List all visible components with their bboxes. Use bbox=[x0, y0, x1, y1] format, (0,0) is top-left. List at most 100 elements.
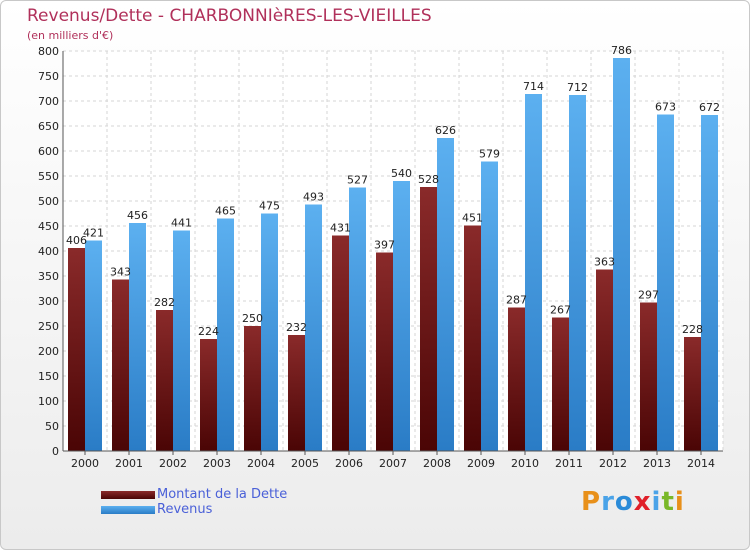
value-label-revenus: 673 bbox=[655, 101, 676, 114]
bar-revenus bbox=[305, 204, 322, 451]
y-tick-label: 750 bbox=[38, 70, 59, 83]
legend-swatch-revenus bbox=[101, 506, 155, 514]
value-label-debt: 363 bbox=[594, 256, 615, 269]
value-label-revenus: 712 bbox=[567, 81, 588, 94]
x-tick-label: 2005 bbox=[291, 457, 319, 470]
y-tick-label: 600 bbox=[38, 145, 59, 158]
y-tick-label: 550 bbox=[38, 170, 59, 183]
x-tick-label: 2006 bbox=[335, 457, 363, 470]
value-label-revenus: 493 bbox=[303, 191, 324, 204]
bar-debt bbox=[552, 317, 569, 451]
y-tick-label: 450 bbox=[38, 220, 59, 233]
x-tick-label: 2002 bbox=[159, 457, 187, 470]
bar-debt bbox=[684, 337, 701, 451]
bar-debt bbox=[68, 248, 85, 451]
proxiti-logo: Proxiti bbox=[581, 487, 685, 517]
value-label-revenus: 786 bbox=[611, 44, 632, 57]
x-tick-label: 2000 bbox=[71, 457, 99, 470]
value-label-debt: 228 bbox=[682, 323, 703, 336]
value-label-debt: 431 bbox=[330, 222, 351, 235]
y-tick-label: 100 bbox=[38, 395, 59, 408]
y-tick-label: 350 bbox=[38, 270, 59, 283]
logo-letter: t bbox=[661, 487, 675, 517]
value-label-revenus: 465 bbox=[215, 205, 236, 218]
x-tick-label: 2008 bbox=[423, 457, 451, 470]
value-label-revenus: 579 bbox=[479, 148, 500, 161]
value-label-debt: 282 bbox=[154, 296, 175, 309]
bar-debt bbox=[464, 225, 481, 451]
y-tick-label: 700 bbox=[38, 95, 59, 108]
y-tick-label: 250 bbox=[38, 320, 59, 333]
value-label-revenus: 475 bbox=[259, 200, 280, 213]
chart-title: Revenus/Dette - CHARBONNIèRES-LES-VIEILL… bbox=[27, 6, 432, 26]
logo-letter: o bbox=[614, 487, 634, 517]
value-label-debt: 397 bbox=[374, 239, 395, 252]
value-label-debt: 343 bbox=[110, 266, 131, 279]
bar-revenus bbox=[173, 230, 190, 451]
bar-debt bbox=[244, 326, 261, 451]
value-label-revenus: 421 bbox=[83, 227, 104, 240]
bar-revenus bbox=[393, 181, 410, 451]
y-tick-label: 150 bbox=[38, 370, 59, 383]
x-tick-label: 2009 bbox=[467, 457, 495, 470]
bar-revenus bbox=[657, 114, 674, 451]
bar-revenus bbox=[129, 223, 146, 451]
bar-debt bbox=[640, 302, 657, 451]
bar-revenus bbox=[85, 240, 102, 451]
value-label-debt: 267 bbox=[550, 304, 571, 317]
bar-debt bbox=[112, 279, 129, 451]
y-tick-label: 400 bbox=[38, 245, 59, 258]
y-tick-label: 300 bbox=[38, 295, 59, 308]
value-label-revenus: 672 bbox=[699, 101, 720, 114]
x-tick-label: 2014 bbox=[687, 457, 715, 470]
chart-subtitle: (en milliers d'€) bbox=[27, 29, 114, 42]
value-label-debt: 451 bbox=[462, 212, 483, 225]
x-tick-label: 2004 bbox=[247, 457, 275, 470]
y-tick-label: 200 bbox=[38, 345, 59, 358]
value-label-debt: 297 bbox=[638, 289, 659, 302]
y-tick-label: 500 bbox=[38, 195, 59, 208]
legend-swatch-debt bbox=[101, 491, 155, 499]
value-label-revenus: 626 bbox=[435, 124, 456, 137]
x-tick-label: 2007 bbox=[379, 457, 407, 470]
bar-debt bbox=[508, 307, 525, 451]
bar-debt bbox=[288, 335, 305, 451]
value-label-revenus: 441 bbox=[171, 217, 192, 230]
value-label-debt: 250 bbox=[242, 312, 263, 325]
bar-debt bbox=[200, 339, 217, 451]
bar-debt bbox=[420, 187, 437, 451]
x-tick-label: 2013 bbox=[643, 457, 671, 470]
bar-debt bbox=[156, 310, 173, 451]
bar-debt bbox=[376, 252, 393, 451]
x-tick-label: 2003 bbox=[203, 457, 231, 470]
y-tick-label: 0 bbox=[52, 445, 59, 458]
value-label-debt: 287 bbox=[506, 294, 527, 307]
x-tick-label: 2012 bbox=[599, 457, 627, 470]
y-tick-label: 800 bbox=[38, 45, 59, 58]
value-label-revenus: 456 bbox=[127, 209, 148, 222]
value-label-revenus: 540 bbox=[391, 167, 412, 180]
legend-label-debt: Montant de la Dette bbox=[157, 487, 288, 502]
bar-revenus bbox=[349, 187, 366, 451]
bar-debt bbox=[332, 235, 349, 451]
bar-revenus bbox=[481, 161, 498, 451]
bar-revenus bbox=[525, 94, 542, 451]
bar-debt bbox=[596, 269, 613, 451]
value-label-revenus: 714 bbox=[523, 80, 544, 93]
x-tick-label: 2010 bbox=[511, 457, 539, 470]
value-label-debt: 528 bbox=[418, 173, 439, 186]
bar-revenus bbox=[217, 218, 234, 451]
y-tick-label: 650 bbox=[38, 120, 59, 133]
value-label-revenus: 527 bbox=[347, 174, 368, 187]
bar-revenus bbox=[701, 115, 718, 451]
y-tick-label: 50 bbox=[45, 420, 59, 433]
logo-letter: i bbox=[651, 487, 662, 517]
bar-revenus bbox=[261, 213, 278, 451]
logo-letter: r bbox=[601, 487, 615, 517]
legend-label-revenus: Revenus bbox=[157, 502, 213, 517]
value-label-debt: 224 bbox=[198, 325, 219, 338]
x-tick-label: 2011 bbox=[555, 457, 583, 470]
bar-revenus bbox=[613, 58, 630, 451]
